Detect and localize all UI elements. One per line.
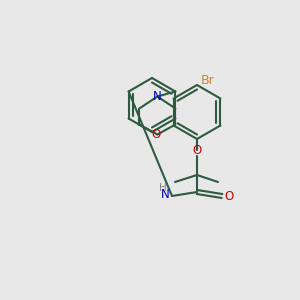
Text: N: N — [153, 90, 162, 103]
Text: N: N — [161, 188, 170, 202]
Text: O: O — [152, 128, 161, 141]
Text: H: H — [159, 183, 167, 193]
Text: O: O — [224, 190, 233, 202]
Text: Br: Br — [201, 74, 215, 86]
Text: O: O — [192, 143, 202, 157]
